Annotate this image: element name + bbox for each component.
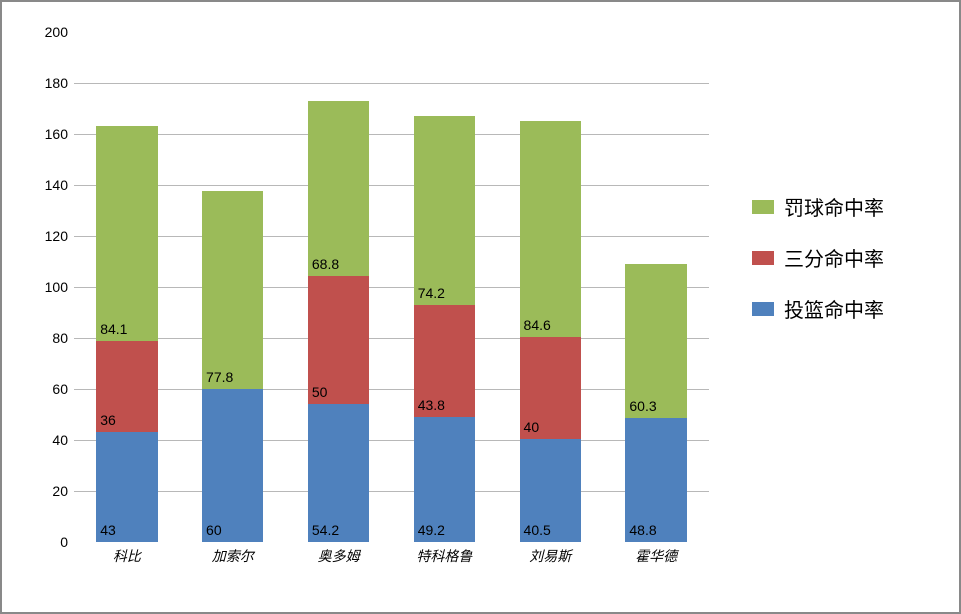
- x-tick-label: 霍华德: [635, 542, 677, 566]
- bar-segment-tp: 50: [308, 276, 369, 404]
- bar-value-label: 40.5: [524, 522, 551, 538]
- plot-area: 020406080100120140160180200科比433684.1加索尔…: [74, 32, 709, 542]
- legend-label: 三分命中率: [784, 243, 884, 272]
- gridline: [74, 236, 709, 237]
- bar-value-label: 54.2: [312, 522, 339, 538]
- bar-value-label: 77.8: [206, 369, 233, 385]
- bar-value-label: 36: [100, 412, 116, 428]
- y-tick-label: 160: [45, 126, 74, 142]
- bar-value-label: 68.8: [312, 256, 339, 272]
- y-tick-label: 180: [45, 75, 74, 91]
- legend-swatch: [752, 302, 774, 316]
- bar-value-label: 43: [100, 522, 116, 538]
- bar-stack: 43 36 84.1: [96, 126, 157, 542]
- y-tick-label: 100: [45, 279, 74, 295]
- x-tick-label: 特科格鲁: [416, 542, 472, 566]
- bar-stack: 49.2 43.8 74.2: [414, 116, 475, 542]
- x-tick-label: 科比: [113, 542, 141, 566]
- bar-segment-fg: 40.5: [520, 439, 581, 542]
- bar-stack: 48.8060.3: [625, 264, 686, 542]
- y-tick-label: 40: [52, 432, 74, 448]
- legend-item-tp[interactable]: 三分命中率: [752, 243, 884, 272]
- bar-value-label: 40: [524, 419, 540, 435]
- bar-segment-tp: 36: [96, 341, 157, 433]
- legend-swatch: [752, 200, 774, 214]
- bar-segment-tp: 43.8: [414, 305, 475, 417]
- gridline: [74, 185, 709, 186]
- gridline: [74, 134, 709, 135]
- bar-value-label: 50: [312, 384, 328, 400]
- bar-value-label: 84.1: [100, 321, 127, 337]
- stacked-bar-chart: 0 20 40 60 80 100 120 140 160 180 200 科比 43 36 84.1 加索尔…: [0, 0, 961, 614]
- bar-segment-ft: 74.2: [414, 116, 475, 305]
- bar-segment-tp: 40: [520, 337, 581, 439]
- y-tick-label: 140: [45, 177, 74, 193]
- gridline: [74, 440, 709, 441]
- bar-segment-ft: 84.1: [96, 126, 157, 340]
- legend-item-fg[interactable]: 投篮命中率: [752, 294, 884, 323]
- gridline: [74, 389, 709, 390]
- x-tick-label: 刘易斯: [529, 542, 571, 566]
- y-tick-label: 20: [52, 483, 74, 499]
- bar-segment-ft: 60.3: [625, 264, 686, 418]
- bar-segment-fg: 48.8: [625, 418, 686, 542]
- x-tick-label: 奥多姆: [318, 542, 360, 566]
- y-tick-label: 200: [45, 24, 74, 40]
- bar-segment-fg: 60: [202, 389, 263, 542]
- legend-label: 罚球命中率: [784, 192, 884, 221]
- bar-value-label: 60.3: [629, 398, 656, 414]
- bar-segment-ft: 84.6: [520, 121, 581, 337]
- bar-value-label: 84.6: [524, 317, 551, 333]
- bar-value-label: 43.8: [418, 397, 445, 413]
- bar-stack: 40.5 40 84.6: [520, 121, 581, 542]
- gridline: [74, 83, 709, 84]
- bar-segment-fg: 54.2: [308, 404, 369, 542]
- gridline: [74, 338, 709, 339]
- bar-stack: 54.2 50 68.8: [308, 101, 369, 542]
- legend-item-ft[interactable]: 罚球命中率: [752, 192, 884, 221]
- bar-value-label: 48.8: [629, 522, 656, 538]
- x-tick-label: 加索尔: [212, 542, 254, 566]
- bar-stack: 60077.8: [202, 191, 263, 542]
- legend: 罚球命中率三分命中率投篮命中率: [752, 192, 884, 345]
- bar-value-label: 49.2: [418, 522, 445, 538]
- legend-swatch: [752, 251, 774, 265]
- gridline: [74, 491, 709, 492]
- bar-value-label: 74.2: [418, 285, 445, 301]
- y-tick-label: 80: [52, 330, 74, 346]
- bar-segment-ft: 77.8: [202, 191, 263, 389]
- y-tick-label: 60: [52, 381, 74, 397]
- y-tick-label: 0: [60, 534, 74, 550]
- y-tick-label: 120: [45, 228, 74, 244]
- bar-segment-ft: 68.8: [308, 101, 369, 276]
- bar-value-label: 60: [206, 522, 222, 538]
- bar-segment-fg: 49.2: [414, 417, 475, 542]
- legend-label: 投篮命中率: [784, 294, 884, 323]
- gridline: [74, 287, 709, 288]
- bar-segment-fg: 43: [96, 432, 157, 542]
